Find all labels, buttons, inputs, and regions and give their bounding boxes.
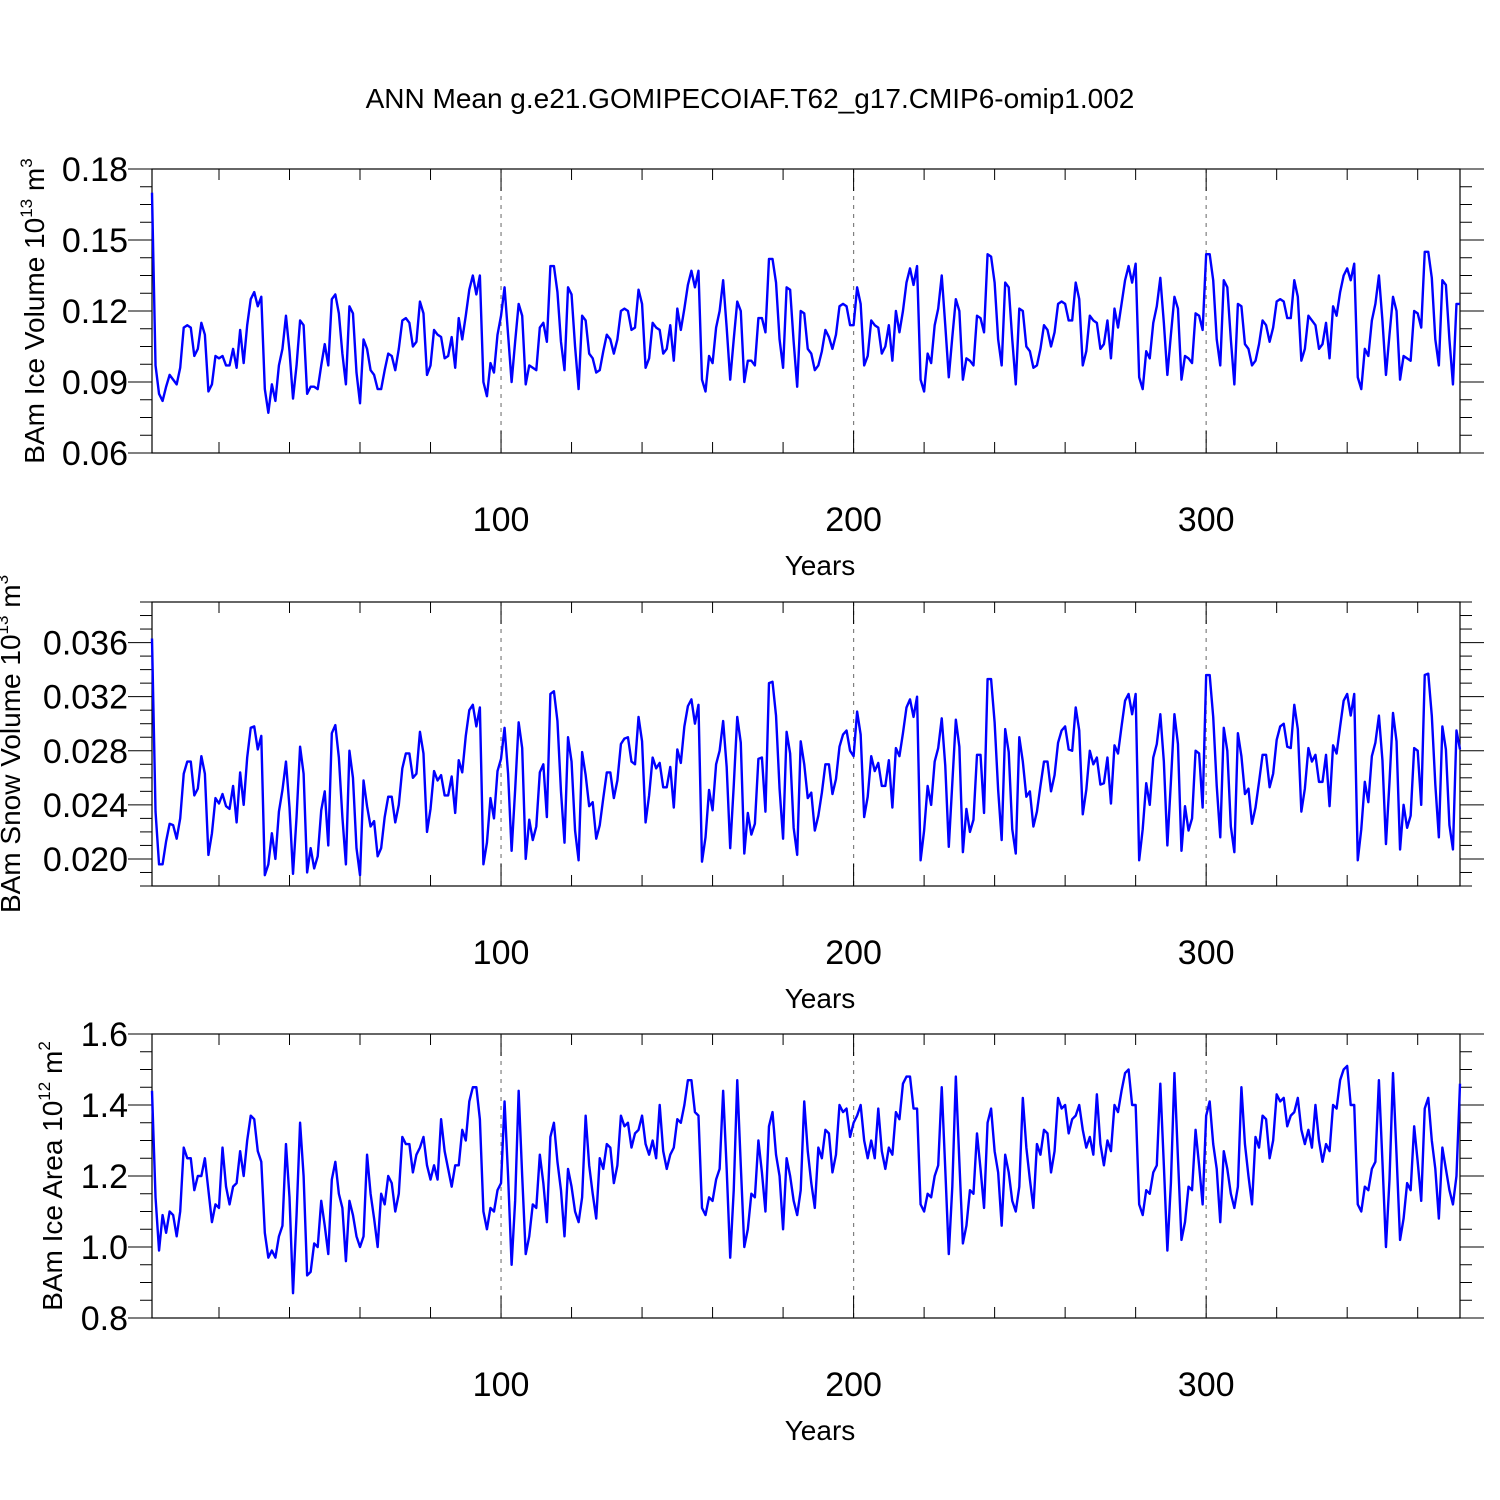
chart0-ylabel-main: BAm Ice Volume 10: [19, 218, 50, 464]
chart0-xlabel: Years: [785, 550, 856, 581]
chart1-xtick-label-0: 100: [473, 934, 530, 972]
chart2-ytick-label-2: 1.2: [81, 1158, 128, 1196]
chart1-ylabel-unit-exp: 3: [0, 575, 12, 584]
chart2-ylabel: BAm Ice Area 1012 m2: [35, 1041, 68, 1311]
chart1-ylabel-unit: m: [0, 584, 26, 615]
chart2-ytick-label-3: 1.4: [81, 1087, 128, 1125]
chart1-xtick-label-2: 300: [1178, 934, 1235, 972]
chart2-series-line: [150, 1064, 1462, 1295]
panel-ice-area: 100 200 300 0.8 1.0 1.2 1.4 1.6 Years BAm Ice Are…: [35, 1016, 1484, 1446]
chart1-ytick-label-0: 0.020: [43, 841, 128, 879]
chart1-ytick-label-2: 0.028: [43, 733, 128, 771]
panel-ice-volume: 100 200 300 0.06 0.09 0.12 0.15 0.18 Years BAm Ic…: [17, 151, 1484, 581]
chart0-ylabel-exp: 13: [17, 199, 36, 218]
panel-snow-volume: 100 200 300 0.020 0.024 0.028 0.032 0.036 Years B…: [0, 575, 1484, 1014]
chart2-ylabel-main: BAm Ice Area 10: [37, 1101, 68, 1311]
chart0-ytick-label-4: 0.18: [62, 151, 128, 189]
chart0-ytick-label-1: 0.09: [62, 364, 128, 402]
chart2-xtick-label-2: 300: [1178, 1366, 1235, 1404]
chart2-xlabel: Years: [785, 1415, 856, 1446]
chart0-ytick-label-2: 0.12: [62, 293, 128, 331]
chart0-ylabel: BAm Ice Volume 1013 m3: [17, 158, 50, 463]
chart2-ylabel-exp: 12: [35, 1082, 54, 1101]
chart1-ytick-label-1: 0.024: [43, 787, 128, 825]
chart1-xtick-label-1: 200: [825, 934, 882, 972]
chart2-ytick-label-4: 1.6: [81, 1016, 128, 1054]
chart2-xtick-label-0: 100: [473, 1366, 530, 1404]
chart1-ylabel-exp: 13: [0, 616, 12, 635]
chart2-ylabel-unit-exp: 2: [35, 1041, 54, 1050]
chart1-ytick-label-4: 0.036: [43, 625, 128, 663]
chart1-ytick-label-3: 0.032: [43, 679, 128, 717]
chart2-ytick-label-0: 0.8: [81, 1300, 128, 1338]
chart0-xtick-label-1: 200: [825, 501, 882, 539]
chart1-ylabel-main: BAm Snow Volume 10: [0, 634, 26, 913]
chart0-ytick-label-3: 0.15: [62, 222, 128, 260]
chart2-ytick-label-1: 1.0: [81, 1229, 128, 1267]
chart0-xtick-label-2: 300: [1178, 501, 1235, 539]
chart0-xtick-label-0: 100: [473, 501, 530, 539]
chart1-ylabel: BAm Snow Volume 1013 m3: [0, 575, 26, 913]
chart0-series-line: [150, 192, 1460, 414]
chart2-ylabel-unit: m: [37, 1051, 68, 1082]
chart1-series-line: [150, 638, 1462, 877]
chart0-ylabel-unit-exp: 3: [17, 158, 36, 167]
chart0-ylabel-unit: m: [19, 168, 50, 199]
figure-title: ANN Mean g.e21.GOMIPECOIAF.T62_g17.CMIP6…: [366, 83, 1135, 114]
chart0-ytick-label-0: 0.06: [62, 435, 128, 473]
chart2-xtick-label-1: 200: [825, 1366, 882, 1404]
chart1-xlabel: Years: [785, 983, 856, 1014]
